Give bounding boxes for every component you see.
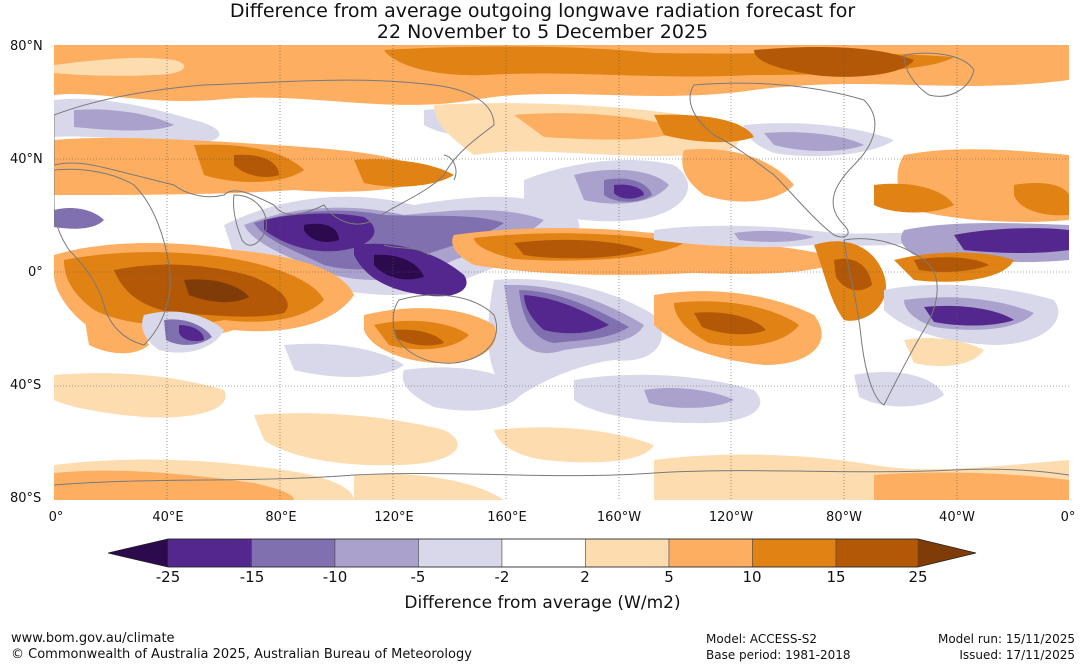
colorbar-bin xyxy=(668,538,753,568)
colorbar-tick: -10 xyxy=(322,568,348,586)
colorbar-bin xyxy=(752,538,837,568)
colorbar-bin xyxy=(501,538,586,568)
colorbar-bin xyxy=(334,538,419,568)
lat-label-80n: 80°N xyxy=(10,39,43,54)
colorbar-extend-high xyxy=(918,539,976,567)
colorbar-bin xyxy=(167,538,252,568)
lon-label-0-right: 0° xyxy=(1060,510,1076,525)
footer-base-period: Base period: 1981-2018 xyxy=(706,648,851,662)
footer-copyright: © Commonwealth of Australia 2025, Austra… xyxy=(11,647,472,662)
footer-url: www.bom.gov.au/climate xyxy=(11,631,175,646)
footer-issued: Issued: 17/11/2025 xyxy=(959,648,1075,662)
colorbar-bin xyxy=(835,538,919,568)
lat-label-40n: 40°N xyxy=(10,152,43,167)
colorbar-tick: 2 xyxy=(580,568,590,586)
olr-anomaly-map xyxy=(54,45,1069,500)
colorbar-tick: -5 xyxy=(410,568,426,586)
lon-label-80e: 80°E xyxy=(265,510,297,525)
lon-label-40e: 40°E xyxy=(152,510,184,525)
colorbar-tick: 25 xyxy=(908,568,928,586)
lat-label-equator: 0° xyxy=(28,265,43,280)
lon-label-160w: 160°W xyxy=(596,510,642,525)
footer-model: Model: ACCESS-S2 xyxy=(706,632,818,646)
colorbar-tick: -15 xyxy=(239,568,265,586)
colorbar-tick: -2 xyxy=(494,568,510,586)
colorbar-bin xyxy=(251,538,336,568)
graticule xyxy=(54,45,1069,500)
lon-label-120w: 120°W xyxy=(708,510,754,525)
lon-label-0-left: 0° xyxy=(48,510,64,525)
coastlines xyxy=(54,52,1069,486)
lon-label-120e: 120°E xyxy=(374,510,414,525)
colorbar-bin xyxy=(585,538,670,568)
colorbar-title: Difference from average (W/m2) xyxy=(404,593,681,613)
anomaly-field xyxy=(54,45,1069,500)
colorbar xyxy=(108,538,977,568)
colorbar-tick: -25 xyxy=(155,568,181,586)
lat-label-80s: 80°S xyxy=(10,491,42,506)
colorbar-extend-low xyxy=(108,539,168,567)
lon-label-160e: 160°E xyxy=(487,510,527,525)
lat-label-40s: 40°S xyxy=(10,378,42,393)
colorbar-tick: 15 xyxy=(826,568,846,586)
map-title-line1: Difference from average outgoing longwav… xyxy=(229,0,856,22)
footer-model-run: Model run: 15/11/2025 xyxy=(937,632,1075,646)
lon-label-40w: 40°W xyxy=(939,510,975,525)
lon-label-80w: 80°W xyxy=(826,510,862,525)
colorbar-tick: 5 xyxy=(664,568,674,586)
colorbar-tick: 10 xyxy=(742,568,762,586)
map-title-line2: 22 November to 5 December 2025 xyxy=(376,21,709,43)
colorbar-bin xyxy=(418,538,503,568)
